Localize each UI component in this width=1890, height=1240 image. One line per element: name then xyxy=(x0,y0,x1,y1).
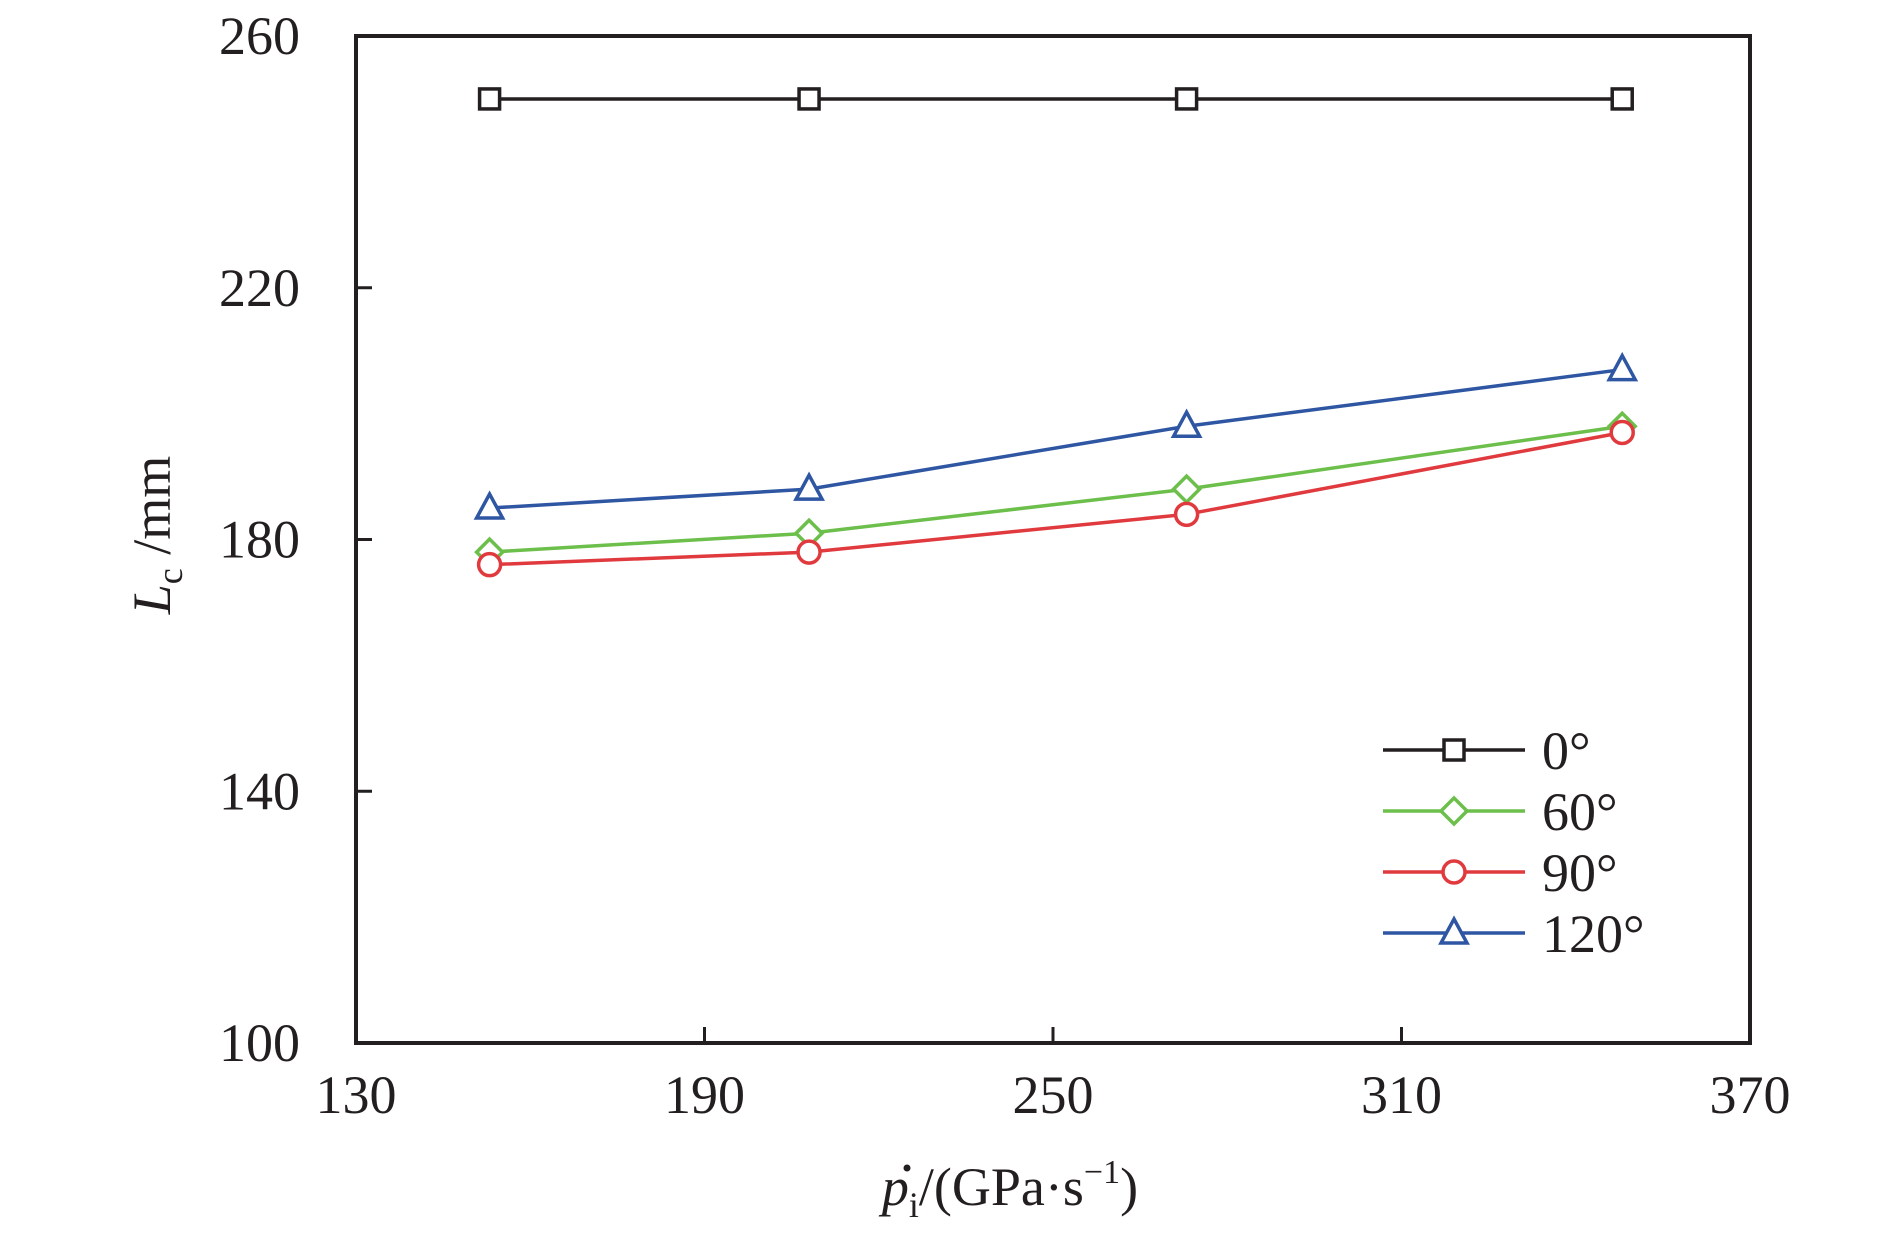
x-tick-label: 190 xyxy=(664,1065,745,1125)
series-60deg xyxy=(474,410,1638,568)
data-point-0deg xyxy=(477,87,502,111)
data-point-60deg xyxy=(1171,473,1203,505)
y-tick-label: 140 xyxy=(219,761,300,821)
data-point-0deg xyxy=(1610,87,1634,111)
data-point-120deg xyxy=(793,471,825,501)
x-axis-label: pi/(GPa·s−1) xyxy=(878,1154,1138,1225)
legend-label: 90° xyxy=(1542,843,1618,903)
legend-item-90deg: 90° xyxy=(1383,843,1618,903)
svg-text:pi/(GPa·s−1): pi/(GPa·s−1) xyxy=(878,1154,1138,1225)
x-tick-label: 370 xyxy=(1710,1065,1791,1125)
data-point-90deg xyxy=(1173,501,1200,528)
axis-ticks: 130 190 250 310 370 100 140 180 220 260 xyxy=(219,6,1791,1125)
series-layer xyxy=(473,87,1639,578)
y-tick-label: 180 xyxy=(219,510,300,570)
x-tick-label: 130 xyxy=(316,1065,397,1125)
series-line-120deg xyxy=(489,367,1623,510)
data-point-90deg xyxy=(476,551,503,578)
series-90deg xyxy=(476,419,1635,578)
series-line-60deg xyxy=(489,424,1623,554)
y-tick-label: 260 xyxy=(219,6,300,66)
data-point-120deg xyxy=(1606,351,1639,382)
data-point-120deg xyxy=(473,490,506,520)
legend-marker xyxy=(1438,795,1470,827)
data-point-90deg xyxy=(796,539,822,565)
series-line-90deg xyxy=(489,430,1623,567)
legend-label: 60° xyxy=(1542,782,1618,842)
data-point-120deg xyxy=(1170,408,1203,438)
data-point-0deg xyxy=(1174,87,1199,111)
legend-marker xyxy=(1438,915,1470,945)
y-axis-label: Lc /mm xyxy=(122,456,190,616)
x-tick-label: 250 xyxy=(1013,1065,1094,1125)
plot-area-frame xyxy=(354,34,1752,1045)
legend: 0°60°90°120° xyxy=(1383,721,1645,964)
y-tick-label: 220 xyxy=(219,258,300,318)
data-point-0deg xyxy=(797,87,821,111)
y-tick-label: 100 xyxy=(219,1013,300,1073)
legend-label: 0° xyxy=(1542,721,1591,781)
x-tick-label: 310 xyxy=(1361,1065,1442,1125)
series-120deg xyxy=(473,351,1639,520)
legend-item-60deg: 60° xyxy=(1383,782,1618,842)
x-axis-label-dot-accent xyxy=(903,1164,911,1172)
legend-marker xyxy=(1442,738,1466,762)
legend-item-0deg: 0° xyxy=(1383,721,1591,781)
legend-item-120deg: 120° xyxy=(1383,904,1645,964)
legend-label: 120° xyxy=(1542,904,1645,964)
legend-marker xyxy=(1441,859,1467,885)
series-0deg xyxy=(477,87,1634,111)
data-point-90deg xyxy=(1609,419,1635,446)
